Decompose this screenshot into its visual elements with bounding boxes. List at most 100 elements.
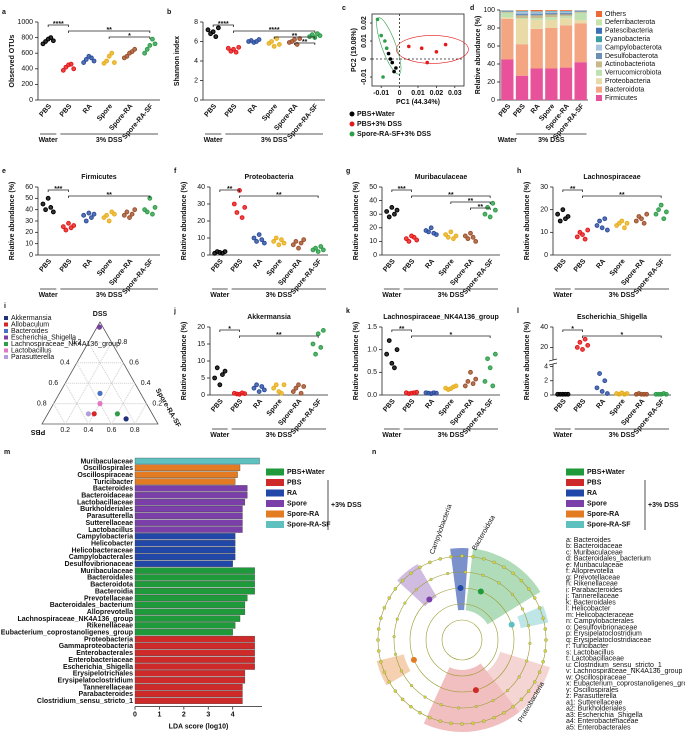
ternary-tick-label: 0.8	[130, 427, 140, 434]
clade-node	[481, 557, 486, 561]
bar-segment	[501, 19, 514, 60]
y-tick-label: 60	[25, 184, 33, 191]
data-point	[152, 205, 158, 210]
y-tick-label: 40	[369, 197, 377, 204]
bar-label: Oscillospirales	[83, 465, 133, 472]
y-tick-label: 400	[21, 66, 33, 73]
y-axis-label: Relative abundance (%)	[524, 182, 531, 261]
clade-ring	[393, 571, 531, 709]
group-label: 3% DSS	[96, 137, 123, 144]
y-tick-label: 20	[540, 344, 548, 351]
y-tick-label: 80	[487, 25, 495, 32]
significance-label: **	[292, 33, 298, 40]
data-point	[96, 324, 103, 330]
data-point	[453, 383, 459, 389]
bar-label: Enterobacterales	[76, 650, 133, 657]
data-point	[104, 212, 109, 218]
bar	[134, 478, 236, 485]
clade-key-label: w: Oscillospiraceae	[565, 674, 626, 681]
clade-node	[532, 596, 537, 600]
data-point	[132, 207, 138, 213]
panel-letter: h	[517, 168, 521, 175]
ternary-tick-label: 0.6	[107, 427, 117, 434]
group-label: Water	[382, 432, 401, 439]
group-label: 3% DSS	[261, 137, 288, 144]
data-point	[271, 385, 277, 391]
data-point	[111, 60, 117, 65]
clade-key-label: b: Bacteroidaceae	[566, 543, 623, 550]
data-point	[217, 382, 223, 388]
x-tick-label: PBS	[382, 398, 397, 414]
data-point	[394, 207, 400, 213]
ternary-tick-label: 0.6	[129, 360, 139, 367]
y-tick-label: 0.5	[367, 369, 377, 376]
significance-label: **	[399, 326, 405, 333]
data-point	[127, 215, 132, 221]
data-point	[384, 46, 389, 50]
panel-letter: c	[342, 5, 346, 12]
y-tick-label: 100	[483, 7, 495, 14]
legend-marker	[4, 355, 8, 359]
clade-node	[528, 641, 532, 645]
group-label: 3% DSS	[266, 432, 293, 439]
data-point	[63, 227, 69, 233]
legend-label: Spore-RA	[587, 511, 619, 518]
clade-wedge	[517, 605, 549, 629]
y-axis-label: Relative abundance (%)	[353, 182, 360, 261]
bar	[134, 629, 233, 636]
clade-node	[502, 565, 506, 570]
x-tick-label: RA	[252, 398, 264, 410]
data-point	[384, 351, 390, 357]
clade-key-label: x: Eubacterium_coprostanoligenes_group	[566, 681, 685, 688]
data-point	[293, 385, 299, 391]
data-point	[597, 371, 602, 376]
x-tick-label: PBS	[573, 398, 588, 414]
significance-label: **	[570, 186, 576, 193]
y-tick-label: 1.0	[367, 347, 377, 354]
clade-node	[387, 680, 392, 684]
bar-segment	[559, 12, 573, 15]
data-point	[48, 205, 54, 210]
bar-label: Prevotellaceae	[84, 595, 133, 602]
y-tick-label: 5	[201, 375, 205, 382]
significance-bracket	[411, 195, 491, 198]
bar	[134, 519, 243, 526]
clade-node	[392, 635, 396, 639]
clade-node	[376, 627, 381, 631]
significance-bracket	[108, 36, 151, 39]
data-point	[485, 205, 490, 210]
clade-node	[517, 675, 521, 679]
data-point	[60, 224, 66, 230]
group-label: 3% DSS	[609, 292, 636, 299]
bar-segment	[515, 44, 529, 76]
bar-segment	[530, 13, 543, 16]
bar	[134, 683, 243, 691]
clade-node	[543, 627, 548, 631]
x-tick-label: PBS	[38, 258, 53, 274]
group-label: Water	[553, 432, 572, 439]
clade-node	[472, 687, 479, 694]
bar-label: Bacteroidia	[95, 588, 133, 595]
legend-marker	[4, 322, 8, 327]
legend-label: PBS+Water	[357, 111, 395, 118]
data-point	[222, 368, 228, 374]
legend-swatch	[596, 53, 602, 59]
bar-segment	[574, 10, 587, 12]
legend-swatch	[266, 521, 284, 528]
clade-node	[410, 684, 414, 688]
x-tick-label: PBS	[210, 398, 225, 414]
data-point	[309, 32, 315, 38]
data-point	[279, 237, 284, 243]
bar-label: Escherichia_Shigella	[63, 664, 133, 671]
data-point	[490, 200, 496, 206]
bar	[134, 670, 246, 677]
significance-bracket	[582, 335, 662, 338]
bar-segment	[545, 17, 558, 20]
legend-marker	[349, 121, 355, 127]
group-label: Water	[39, 137, 58, 144]
data-point	[379, 33, 384, 38]
data-point	[390, 60, 395, 65]
significance-bracket	[582, 195, 662, 198]
bar	[134, 471, 238, 478]
data-point	[381, 75, 385, 79]
